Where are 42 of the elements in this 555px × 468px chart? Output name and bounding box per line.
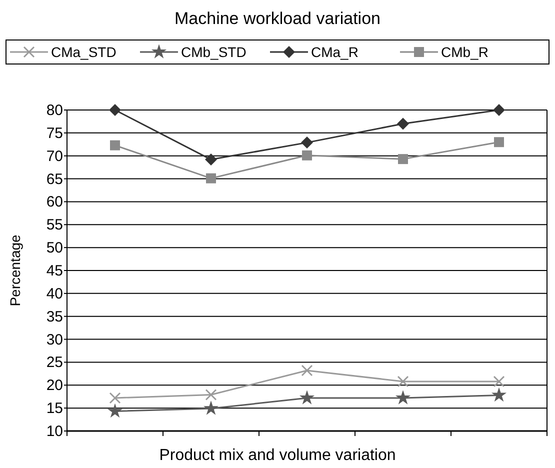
point [203,400,219,415]
point [397,376,409,388]
legend-label: CMa_STD [51,44,116,60]
point [395,390,411,404]
point [398,154,408,164]
point [301,136,313,149]
legend-label: CMa_R [311,44,358,60]
y-tick-label: 70 [46,148,63,165]
y-tick-label: 20 [46,377,63,394]
y-tick-label: 30 [46,331,63,348]
point [301,364,313,376]
point [205,154,217,166]
point [109,392,121,404]
y-tick-label: 50 [46,240,63,257]
y-tick-label: 15 [46,400,63,418]
point [109,104,121,116]
legend-label: CMb_STD [181,44,246,60]
point [494,137,504,148]
y-tick-label: 45 [46,262,63,280]
chart-title: Machine workload variation [174,9,380,28]
y-tick-label: 10 [46,423,63,440]
point [493,376,505,388]
point [493,104,505,116]
y-tick-label: 55 [46,216,63,234]
y-tick-label: 40 [46,285,63,302]
y-axis-title: Percentage [7,234,23,306]
y-tick-label: 80 [46,102,63,119]
point [302,150,312,160]
point [110,140,120,150]
point [299,390,315,404]
y-tick-label: 25 [46,354,63,372]
point [397,118,409,130]
point [107,403,123,418]
y-tick-label: 75 [46,124,63,142]
y-tick-label: 65 [46,170,63,188]
point [206,173,216,184]
legend-label: CMb_R [441,44,488,60]
point [491,387,507,402]
point [205,389,217,401]
y-tick-label: 60 [46,194,63,211]
x-axis-title: Product mix and volume variation [159,447,396,464]
y-tick-label: 35 [46,308,63,326]
